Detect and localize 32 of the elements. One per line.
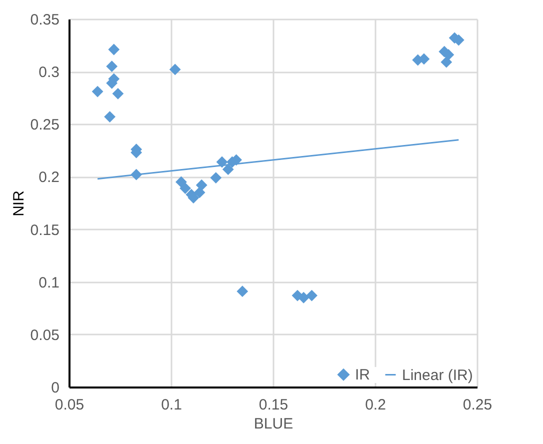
y-tick-label: 0.05: [30, 326, 60, 344]
x-tick-label: 0.15: [258, 396, 288, 414]
point: [210, 172, 222, 184]
point: [169, 64, 181, 76]
y-tick-label: 0.3: [38, 64, 60, 82]
point: [106, 60, 118, 72]
point: [216, 156, 228, 168]
y-tick-label: 0.15: [30, 222, 60, 239]
x-tick-label: 0.25: [462, 396, 492, 414]
point: [176, 176, 187, 188]
x-axis-title: BLUE: [254, 416, 294, 432]
point: [92, 86, 104, 98]
y-axis-title: NIR: [10, 190, 28, 216]
y-tick-label: 0.1: [38, 274, 60, 292]
point: [236, 286, 248, 298]
x-tick-label: 0.05: [54, 396, 84, 414]
x-tick-label: 0.1: [161, 396, 182, 414]
point: [306, 290, 318, 302]
legend-label: IR: [355, 366, 370, 384]
x-tick-label: 0.2: [365, 396, 386, 414]
legend-label: Linear (IR): [402, 366, 473, 384]
point: [222, 164, 234, 176]
y-tick-label: 0.25: [30, 116, 60, 134]
point: [112, 88, 124, 100]
y-tick-label: 0.2: [38, 169, 60, 186]
point: [104, 111, 116, 122]
point: [196, 179, 208, 191]
point: [180, 182, 191, 194]
point: [194, 186, 206, 198]
y-tick-label: 0.35: [30, 12, 60, 28]
point: [108, 44, 120, 56]
y-tick-label: 0: [51, 380, 60, 396]
